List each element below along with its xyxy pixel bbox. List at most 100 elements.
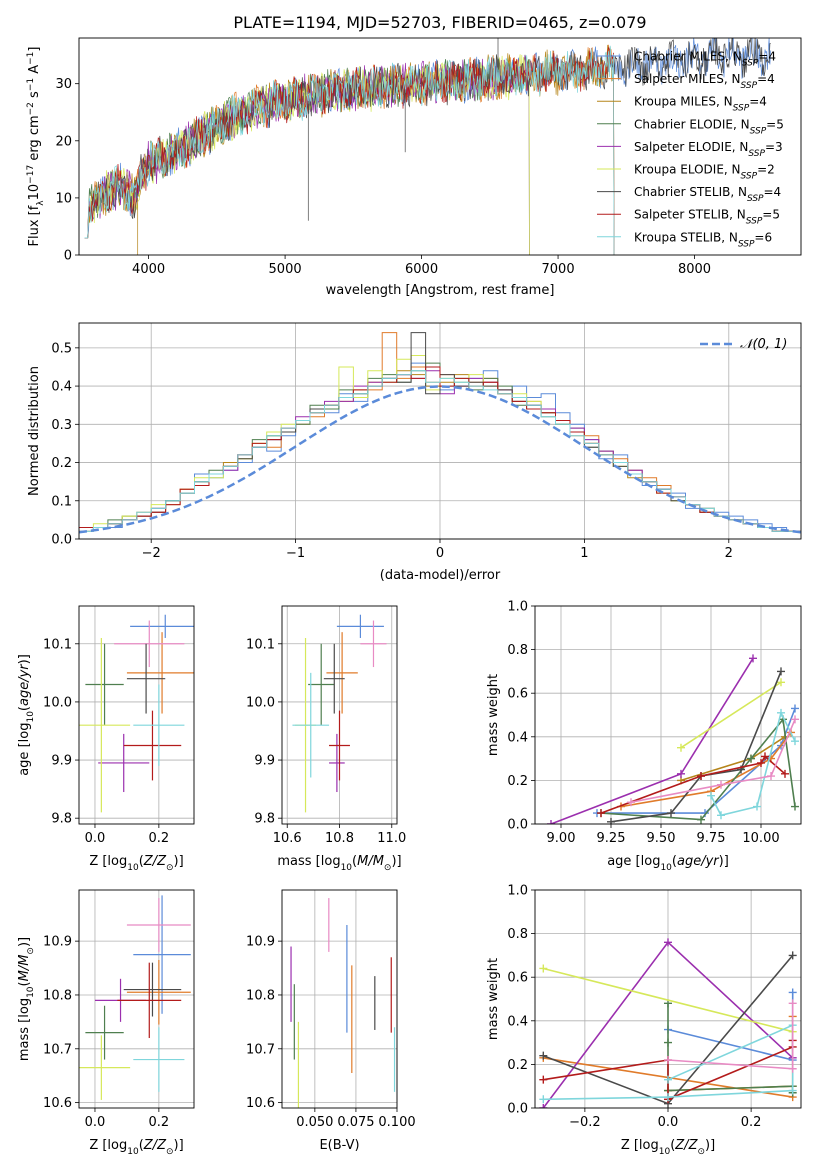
x-tick-label: 6000 <box>405 262 438 277</box>
axes-frame <box>281 605 398 825</box>
weight-marker-salpeter_elodie <box>677 769 685 778</box>
y-tick-label: 10.9 <box>246 935 275 950</box>
weight-marker-salpeter_stelib <box>597 809 605 818</box>
weight-marker-pink <box>717 780 725 789</box>
x-tick-label: −2 <box>142 546 161 561</box>
legend-label-salpeter_stelib: Salpeter STELIB, NSSP=5 <box>634 208 780 227</box>
x-tick-label: 0.100 <box>378 1115 415 1130</box>
x-tick-label: 7000 <box>542 262 575 277</box>
x-axis-label: wavelength [Angstrom, rest frame] <box>326 283 555 298</box>
y-tick-label: 10 <box>55 191 72 206</box>
plot-area <box>547 654 799 824</box>
panel-mass_vs_EBV: 0.050 0.075 0.100 10.6 10.7 10.8 10.9 E(B-V) <box>246 889 416 1153</box>
plot-area <box>290 898 396 1108</box>
y-tick-label: 9.8 <box>51 812 72 827</box>
y-tick-label: 0.4 <box>51 380 72 395</box>
x-tick-label: 0.0 <box>85 1115 106 1130</box>
axes-frame <box>78 322 802 540</box>
x-tick-label: 10.00 <box>742 831 779 846</box>
x-axis-label: mass [log10(M/M⊙)] <box>277 854 401 873</box>
plot-area <box>79 895 191 1100</box>
weight-marker-chabrier_stelib <box>539 1051 548 1060</box>
legend-label-kroupa_elodie: Kroupa ELODIE, NSSP=2 <box>634 163 775 182</box>
y-tick-label: 10.6 <box>246 1096 275 1111</box>
weight-marker-kroupa_stelib <box>777 708 785 717</box>
weight-marker-salpeter_stelib <box>697 772 705 781</box>
y-tick-label: 10.1 <box>246 637 275 652</box>
weight-marker-salpeter_elodie <box>749 654 757 663</box>
y-tick-label: 0.1 <box>51 494 72 509</box>
weight-marker-salpeter_stelib <box>757 758 765 767</box>
y-tick-label: 0.5 <box>51 341 72 356</box>
x-tick-label: 0.0 <box>658 1115 679 1130</box>
x-tick-label: 0.050 <box>296 1115 333 1130</box>
x-axis-label: Z [log10(Z/Z⊙)] <box>621 1138 715 1157</box>
y-tick-label: 10.7 <box>246 1042 275 1057</box>
x-axis-label: E(B-V) <box>319 1138 359 1153</box>
x-tick-label: 9.50 <box>647 831 676 846</box>
y-tick-label: 0.3 <box>51 418 72 433</box>
axes-frame <box>78 605 195 825</box>
y-tick-label: 9.9 <box>51 754 72 769</box>
weight-marker-kroupa_stelib <box>539 1095 548 1104</box>
y-tick-label: 0.4 <box>507 1014 528 1029</box>
x-tick-label: 1 <box>580 546 588 561</box>
weight-line-pink <box>667 1003 794 1070</box>
weight-marker-kroupa_stelib <box>717 811 725 820</box>
weight-line-salpeter_elodie <box>550 657 754 824</box>
weight-marker-chabrier_stelib <box>607 817 615 824</box>
x-tick-label: 0.2 <box>149 831 170 846</box>
y-axis-label: mass [log10(M/M⊙)] <box>17 937 36 1061</box>
y-tick-label: 9.9 <box>254 754 275 769</box>
y-tick-label: 10.8 <box>246 988 275 1003</box>
weight-marker-salpeter_stelib <box>539 1075 548 1084</box>
axes-frame <box>534 605 802 825</box>
weight-marker-salpeter_stelib <box>761 752 769 761</box>
weight-marker-pink <box>788 999 797 1008</box>
weight-marker-pink <box>791 715 799 724</box>
legend-label-salpeter_miles: Salpeter MILES, NSSP=4 <box>634 72 775 91</box>
weight-marker-chabrier_elodie <box>747 754 755 763</box>
x-tick-label: 0 <box>436 546 444 561</box>
weight-marker-chabrier_elodie <box>664 1038 672 1047</box>
y-tick-label: 1.0 <box>507 884 528 899</box>
weight-marker-chabrier_elodie <box>697 815 705 824</box>
weight-line-salpeter_miles <box>620 731 792 808</box>
y-axis-label: age [log10(age/yr)] <box>17 654 36 776</box>
axes-frame <box>281 889 398 1109</box>
y-tick-label: 0.0 <box>507 1102 528 1117</box>
weight-marker-kroupa_stelib <box>707 791 715 800</box>
y-axis-label: mass weight <box>486 674 501 756</box>
weight-marker-chabrier_miles <box>788 988 797 997</box>
weight-marker-kroupa_stelib <box>664 1075 672 1084</box>
weight-marker-salpeter_stelib <box>781 769 789 778</box>
legend-label-gauss: 𝒩(0, 1) <box>740 337 787 352</box>
x-tick-label: −1 <box>286 546 305 561</box>
weight-marker-pink <box>767 772 775 781</box>
legend-label-kroupa_stelib: Kroupa STELIB, NSSP=6 <box>634 230 772 249</box>
spectrum-line-kroupa_stelib <box>84 45 615 255</box>
weight-line-pink <box>630 719 796 803</box>
x-tick-label: 4000 <box>132 262 165 277</box>
panel-mass_vs_Z: 0.0 0.2 10.6 10.7 10.8 10.9 Z [log10(Z/Z⊙)] mas… <box>17 889 195 1157</box>
panel-residuals: −2 −1 0 1 2 0.0 0.1 0.2 0.3 0.4 0.5 𝒩(0, 1) (data-mo… <box>27 322 802 583</box>
x-axis-label: Z [log10(Z/Z⊙)] <box>89 854 183 873</box>
y-tick-label: 10.9 <box>43 935 72 950</box>
weight-marker-chabrier_stelib <box>788 951 797 960</box>
x-tick-label: 10.8 <box>325 831 354 846</box>
legend-label-chabrier_elodie: Chabrier ELODIE, NSSP=5 <box>634 117 784 136</box>
panel-age_vs_Z: 0.0 0.2 9.8 9.9 10.0 10.1 Z [log10(Z/Z⊙)] age [… <box>17 605 195 873</box>
y-tick-label: 0.0 <box>51 533 72 548</box>
plot-area <box>79 614 194 813</box>
weight-marker-kroupa_elodie <box>777 678 785 687</box>
y-tick-label: 1.0 <box>507 600 528 615</box>
y-tick-label: 30 <box>55 77 72 92</box>
weight-marker-kroupa_elodie <box>677 743 685 752</box>
x-tick-label: 10.6 <box>273 831 302 846</box>
y-tick-label: 20 <box>55 134 72 149</box>
weight-marker-pink <box>788 1064 797 1073</box>
weight-marker-salpeter_elodie <box>539 1104 548 1108</box>
hist-kroupa_stelib <box>79 370 801 539</box>
axes-frame <box>534 889 802 1109</box>
y-tick-label: 10.6 <box>43 1096 72 1111</box>
